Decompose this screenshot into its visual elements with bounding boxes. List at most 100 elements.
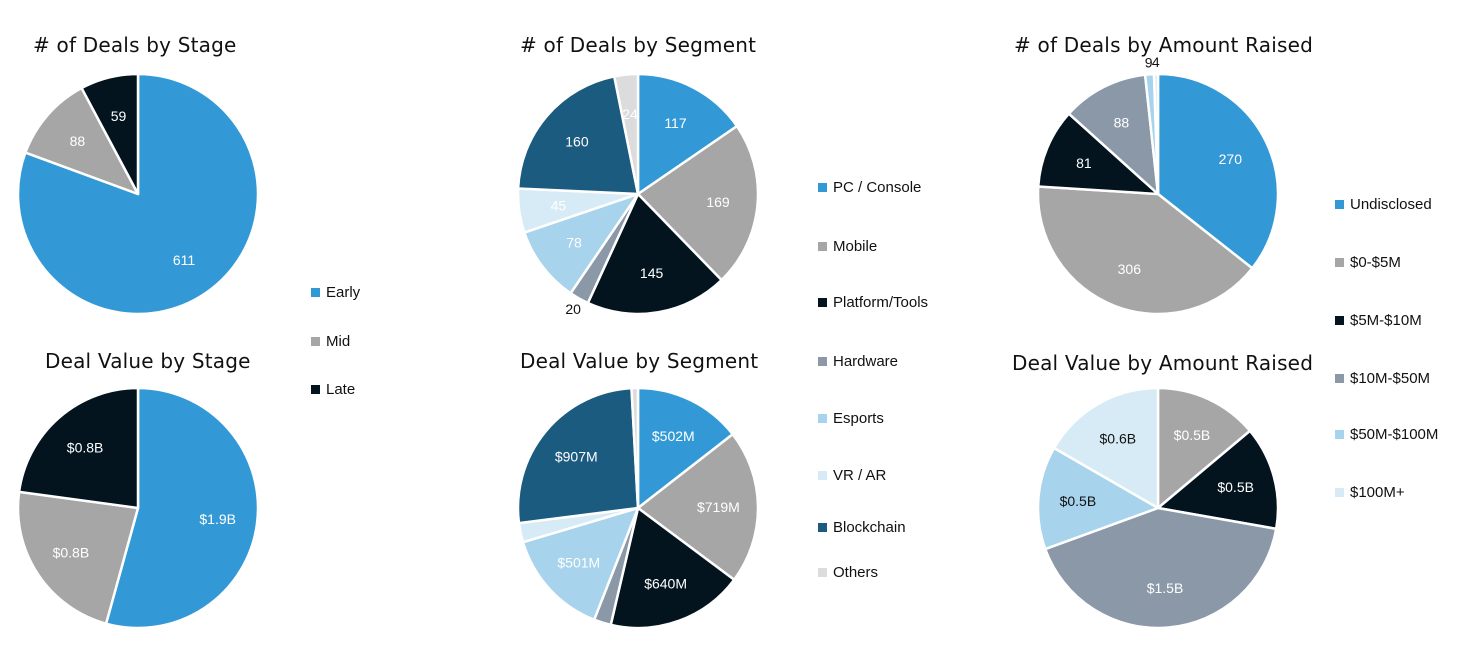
legend-swatch (311, 337, 320, 346)
pie-slice-late (80, 72, 140, 196)
pie-slice-5m-10m (1036, 112, 1160, 196)
data-label-blockchain: $907M (555, 449, 598, 465)
pie-slice-0-5m (1156, 386, 1252, 510)
legend-label: $10M-$50M (1350, 370, 1431, 387)
pie-slice-blockchain (516, 75, 640, 196)
data-label-mobile: 169 (706, 194, 730, 210)
legend-label: Others (833, 564, 879, 581)
data-label-10m-50m: 88 (1114, 114, 1130, 130)
legend-swatch (1335, 258, 1344, 267)
pie-slice-blockchain (516, 386, 640, 525)
pie-slice-platform-tools (586, 192, 723, 316)
pie-slice-undisclosed (1156, 72, 1280, 270)
pie-slice-esports (521, 506, 640, 621)
pie-slice-platform-tools (609, 506, 736, 630)
legend-swatch (818, 357, 827, 366)
chart-title-deals-by-stage: # of Deals by Stage (33, 33, 237, 57)
legend-label: VR / AR (833, 467, 887, 484)
legend-label: $0-$5M (1350, 254, 1401, 271)
legend-label: Late (326, 381, 356, 398)
legend-item-late: Late (311, 381, 355, 398)
legend-item-100m-plus: $100M+ (1335, 484, 1405, 501)
legend-label: $100M+ (1350, 484, 1405, 501)
legend-swatch (1335, 488, 1344, 497)
data-label-late: $0.8B (67, 439, 104, 455)
legend-label: Hardware (833, 353, 899, 370)
legend-swatch (818, 242, 827, 251)
legend-label: $50M-$100M (1350, 426, 1439, 443)
legend-swatch (818, 523, 827, 532)
data-label-others: 24 (622, 106, 638, 122)
pie-slice-50m-100m (1036, 446, 1160, 551)
pie-slice-100m (1052, 386, 1160, 510)
legend-item-mid: Mid (311, 333, 350, 350)
data-label-mobile: $719M (697, 499, 740, 515)
chart-title-deals-by-segment: # of Deals by Segment (520, 33, 757, 57)
data-label-esports: 78 (566, 235, 582, 251)
pie-slice-mobile (636, 124, 760, 282)
data-label-early: $1.9B (199, 511, 236, 527)
data-label-5m-10m: $0.5B (1217, 479, 1254, 495)
data-label-hardware: 20 (565, 301, 581, 317)
legend-item-blockchain: Blockchain (818, 519, 906, 536)
legend-item-pc-console: PC / Console (818, 179, 921, 196)
pie-slice-mobile (636, 433, 760, 581)
chart-title-value-by-segment: Deal Value by Segment (520, 349, 759, 373)
data-label-pc-console: $502M (652, 428, 695, 444)
legend-swatch (1335, 374, 1344, 383)
pie-slice-late (17, 386, 140, 510)
pie-slice-others (613, 72, 640, 196)
data-label-pc-console: 117 (664, 115, 687, 131)
legend-item-hardware: Hardware (818, 353, 898, 370)
legend-item-mobile: Mobile (818, 238, 877, 255)
pie-slice-esports (523, 192, 640, 295)
pie-slice-0-5m (1036, 185, 1254, 316)
chart-title-value-by-amount: Deal Value by Amount Raised (1012, 351, 1314, 375)
pie-slice-10m-50m (1067, 73, 1160, 196)
chart-title-value-by-stage: Deal Value by Stage (45, 349, 251, 373)
legend-swatch (818, 183, 827, 192)
data-label-early: 611 (173, 252, 196, 268)
legend-swatch (818, 414, 827, 423)
legend-label: Mid (326, 333, 351, 350)
legend-swatch (1335, 316, 1344, 325)
legend-label: Esports (833, 410, 884, 427)
legend-item-undisclosed: Undisclosed (1335, 196, 1432, 213)
data-label-0-5m: 306 (1118, 261, 1142, 277)
legend-label: Undisclosed (1350, 196, 1432, 213)
legend-swatch (818, 298, 827, 307)
pie-slice-10m-50m (1043, 506, 1278, 630)
data-label-mid: 88 (70, 133, 86, 149)
legend-item-platform-tools: Platform/Tools (818, 294, 928, 311)
data-label-5m-10m: 81 (1076, 155, 1092, 171)
legend-label: Blockchain (833, 519, 906, 536)
legend-swatch (1335, 200, 1344, 209)
data-label-mid: $0.8B (53, 544, 90, 560)
legend-label: Platform/Tools (833, 294, 929, 311)
data-label-undisclosed: 270 (1219, 151, 1243, 167)
pie-slice-others (630, 386, 640, 510)
data-label-50m-100m: $0.5B (1060, 493, 1097, 509)
pie-slice-mid (16, 490, 140, 625)
data-label-blockchain: 160 (565, 134, 589, 150)
data-label-0-5m: $0.5B (1174, 427, 1211, 443)
legend-label: Early (326, 284, 361, 301)
pie-slice-mid (24, 86, 140, 196)
data-label-10m-50m: $1.5B (1147, 580, 1184, 596)
pie-slice-100m (1152, 72, 1160, 196)
pie-slice-early (104, 386, 260, 630)
pie-slice-pc-console (636, 386, 734, 510)
legend-item-5m-10m: $5M-$10M (1335, 312, 1422, 329)
legend-swatch (311, 385, 320, 394)
legend-item-early: Early (311, 284, 360, 301)
legend-item-esports: Esports (818, 410, 884, 427)
data-label-100m: $0.6B (1100, 430, 1137, 446)
data-label-platform-tools: $640M (644, 576, 687, 592)
pie-slice-pc-console (636, 72, 739, 196)
legend-item-others: Others (818, 564, 878, 581)
pie-slice-5m-10m (1156, 429, 1280, 531)
data-label-100m: 4 (1152, 54, 1160, 70)
